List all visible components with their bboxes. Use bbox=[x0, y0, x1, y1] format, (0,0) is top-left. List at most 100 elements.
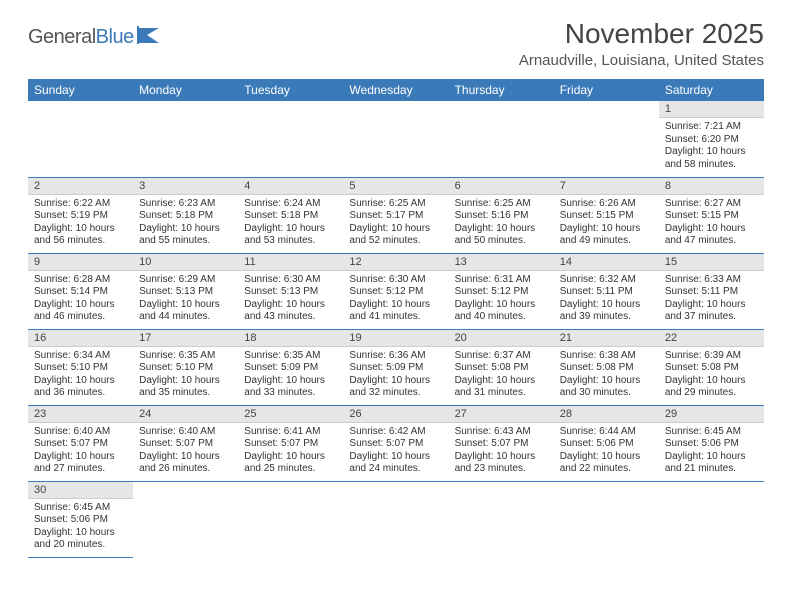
logo: GeneralBlue bbox=[28, 26, 163, 49]
day-number: 27 bbox=[449, 406, 554, 423]
sunset-line: Sunset: 5:09 PM bbox=[349, 362, 442, 375]
sunset-line: Sunset: 6:20 PM bbox=[665, 134, 758, 147]
calendar-cell: 27Sunrise: 6:43 AMSunset: 5:07 PMDayligh… bbox=[449, 405, 554, 481]
sunrise-line: Sunrise: 6:24 AM bbox=[244, 198, 337, 211]
sunrise-line: Sunrise: 6:25 AM bbox=[349, 198, 442, 211]
calendar-cell: 16Sunrise: 6:34 AMSunset: 5:10 PMDayligh… bbox=[28, 329, 133, 405]
sunset-line: Sunset: 5:16 PM bbox=[455, 210, 548, 223]
sunrise-line: Sunrise: 6:34 AM bbox=[34, 350, 127, 363]
calendar-cell bbox=[238, 481, 343, 557]
calendar-cell: 1Sunrise: 7:21 AMSunset: 6:20 PMDaylight… bbox=[659, 101, 764, 177]
day-details: Sunrise: 6:41 AMSunset: 5:07 PMDaylight:… bbox=[238, 423, 343, 480]
title-block: November 2025 Arnaudville, Louisiana, Un… bbox=[519, 18, 764, 77]
day-number: 10 bbox=[133, 254, 238, 271]
calendar-cell: 11Sunrise: 6:30 AMSunset: 5:13 PMDayligh… bbox=[238, 253, 343, 329]
day-number: 11 bbox=[238, 254, 343, 271]
calendar-body: 1Sunrise: 7:21 AMSunset: 6:20 PMDaylight… bbox=[28, 101, 764, 557]
sunset-line: Sunset: 5:17 PM bbox=[349, 210, 442, 223]
sunrise-line: Sunrise: 6:37 AM bbox=[455, 350, 548, 363]
sunset-line: Sunset: 5:09 PM bbox=[244, 362, 337, 375]
sunrise-line: Sunrise: 6:43 AM bbox=[455, 426, 548, 439]
daylight-line: Daylight: 10 hours and 52 minutes. bbox=[349, 223, 442, 248]
day-details: Sunrise: 6:30 AMSunset: 5:12 PMDaylight:… bbox=[343, 271, 448, 328]
sunrise-line: Sunrise: 6:23 AM bbox=[139, 198, 232, 211]
calendar-cell bbox=[238, 101, 343, 177]
day-details: Sunrise: 6:36 AMSunset: 5:09 PMDaylight:… bbox=[343, 347, 448, 404]
sunset-line: Sunset: 5:07 PM bbox=[244, 438, 337, 451]
calendar-cell: 17Sunrise: 6:35 AMSunset: 5:10 PMDayligh… bbox=[133, 329, 238, 405]
day-details: Sunrise: 6:39 AMSunset: 5:08 PMDaylight:… bbox=[659, 347, 764, 404]
daylight-line: Daylight: 10 hours and 44 minutes. bbox=[139, 299, 232, 324]
day-number: 24 bbox=[133, 406, 238, 423]
calendar-cell: 20Sunrise: 6:37 AMSunset: 5:08 PMDayligh… bbox=[449, 329, 554, 405]
sunset-line: Sunset: 5:19 PM bbox=[34, 210, 127, 223]
sunrise-line: Sunrise: 6:39 AM bbox=[665, 350, 758, 363]
day-header-row: SundayMondayTuesdayWednesdayThursdayFrid… bbox=[28, 79, 764, 101]
calendar-cell: 19Sunrise: 6:36 AMSunset: 5:09 PMDayligh… bbox=[343, 329, 448, 405]
day-details: Sunrise: 6:38 AMSunset: 5:08 PMDaylight:… bbox=[554, 347, 659, 404]
day-header: Thursday bbox=[449, 79, 554, 101]
sunrise-line: Sunrise: 6:22 AM bbox=[34, 198, 127, 211]
sunset-line: Sunset: 5:12 PM bbox=[349, 286, 442, 299]
day-details: Sunrise: 6:40 AMSunset: 5:07 PMDaylight:… bbox=[28, 423, 133, 480]
sunrise-line: Sunrise: 6:35 AM bbox=[244, 350, 337, 363]
sunset-line: Sunset: 5:18 PM bbox=[244, 210, 337, 223]
sunset-line: Sunset: 5:18 PM bbox=[139, 210, 232, 223]
daylight-line: Daylight: 10 hours and 20 minutes. bbox=[34, 527, 127, 552]
calendar-cell: 25Sunrise: 6:41 AMSunset: 5:07 PMDayligh… bbox=[238, 405, 343, 481]
logo-word-2: Blue bbox=[96, 26, 134, 48]
calendar-row: 16Sunrise: 6:34 AMSunset: 5:10 PMDayligh… bbox=[28, 329, 764, 405]
sunset-line: Sunset: 5:15 PM bbox=[560, 210, 653, 223]
calendar-cell: 22Sunrise: 6:39 AMSunset: 5:08 PMDayligh… bbox=[659, 329, 764, 405]
calendar-cell: 21Sunrise: 6:38 AMSunset: 5:08 PMDayligh… bbox=[554, 329, 659, 405]
sunset-line: Sunset: 5:06 PM bbox=[34, 514, 127, 527]
daylight-line: Daylight: 10 hours and 49 minutes. bbox=[560, 223, 653, 248]
sunset-line: Sunset: 5:13 PM bbox=[139, 286, 232, 299]
daylight-line: Daylight: 10 hours and 30 minutes. bbox=[560, 375, 653, 400]
day-details: Sunrise: 6:33 AMSunset: 5:11 PMDaylight:… bbox=[659, 271, 764, 328]
sunrise-line: Sunrise: 6:35 AM bbox=[139, 350, 232, 363]
sunset-line: Sunset: 5:15 PM bbox=[665, 210, 758, 223]
day-number: 30 bbox=[28, 482, 133, 499]
daylight-line: Daylight: 10 hours and 43 minutes. bbox=[244, 299, 337, 324]
daylight-line: Daylight: 10 hours and 33 minutes. bbox=[244, 375, 337, 400]
calendar-cell: 10Sunrise: 6:29 AMSunset: 5:13 PMDayligh… bbox=[133, 253, 238, 329]
daylight-line: Daylight: 10 hours and 31 minutes. bbox=[455, 375, 548, 400]
calendar-cell bbox=[554, 481, 659, 557]
day-header: Saturday bbox=[659, 79, 764, 101]
day-number: 7 bbox=[554, 178, 659, 195]
day-number: 28 bbox=[554, 406, 659, 423]
sunrise-line: Sunrise: 6:30 AM bbox=[244, 274, 337, 287]
sunset-line: Sunset: 5:10 PM bbox=[34, 362, 127, 375]
daylight-line: Daylight: 10 hours and 25 minutes. bbox=[244, 451, 337, 476]
day-header: Sunday bbox=[28, 79, 133, 101]
daylight-line: Daylight: 10 hours and 37 minutes. bbox=[665, 299, 758, 324]
logo-text: GeneralBlue bbox=[28, 26, 134, 49]
calendar-cell: 18Sunrise: 6:35 AMSunset: 5:09 PMDayligh… bbox=[238, 329, 343, 405]
sunset-line: Sunset: 5:07 PM bbox=[349, 438, 442, 451]
calendar-cell: 2Sunrise: 6:22 AMSunset: 5:19 PMDaylight… bbox=[28, 177, 133, 253]
day-number: 6 bbox=[449, 178, 554, 195]
day-number: 23 bbox=[28, 406, 133, 423]
calendar-row: 2Sunrise: 6:22 AMSunset: 5:19 PMDaylight… bbox=[28, 177, 764, 253]
daylight-line: Daylight: 10 hours and 56 minutes. bbox=[34, 223, 127, 248]
sunrise-line: Sunrise: 6:27 AM bbox=[665, 198, 758, 211]
day-number: 20 bbox=[449, 330, 554, 347]
day-details: Sunrise: 6:45 AMSunset: 5:06 PMDaylight:… bbox=[28, 499, 133, 556]
calendar-cell: 9Sunrise: 6:28 AMSunset: 5:14 PMDaylight… bbox=[28, 253, 133, 329]
sunset-line: Sunset: 5:10 PM bbox=[139, 362, 232, 375]
day-header: Friday bbox=[554, 79, 659, 101]
day-details: Sunrise: 6:35 AMSunset: 5:09 PMDaylight:… bbox=[238, 347, 343, 404]
daylight-line: Daylight: 10 hours and 23 minutes. bbox=[455, 451, 548, 476]
sunrise-line: Sunrise: 6:25 AM bbox=[455, 198, 548, 211]
location: Arnaudville, Louisiana, United States bbox=[519, 52, 764, 69]
day-details: Sunrise: 6:35 AMSunset: 5:10 PMDaylight:… bbox=[133, 347, 238, 404]
day-number: 14 bbox=[554, 254, 659, 271]
calendar-cell: 13Sunrise: 6:31 AMSunset: 5:12 PMDayligh… bbox=[449, 253, 554, 329]
day-number: 4 bbox=[238, 178, 343, 195]
calendar-row: 30Sunrise: 6:45 AMSunset: 5:06 PMDayligh… bbox=[28, 481, 764, 557]
daylight-line: Daylight: 10 hours and 40 minutes. bbox=[455, 299, 548, 324]
daylight-line: Daylight: 10 hours and 41 minutes. bbox=[349, 299, 442, 324]
day-details: Sunrise: 6:26 AMSunset: 5:15 PMDaylight:… bbox=[554, 195, 659, 252]
calendar-cell: 30Sunrise: 6:45 AMSunset: 5:06 PMDayligh… bbox=[28, 481, 133, 557]
